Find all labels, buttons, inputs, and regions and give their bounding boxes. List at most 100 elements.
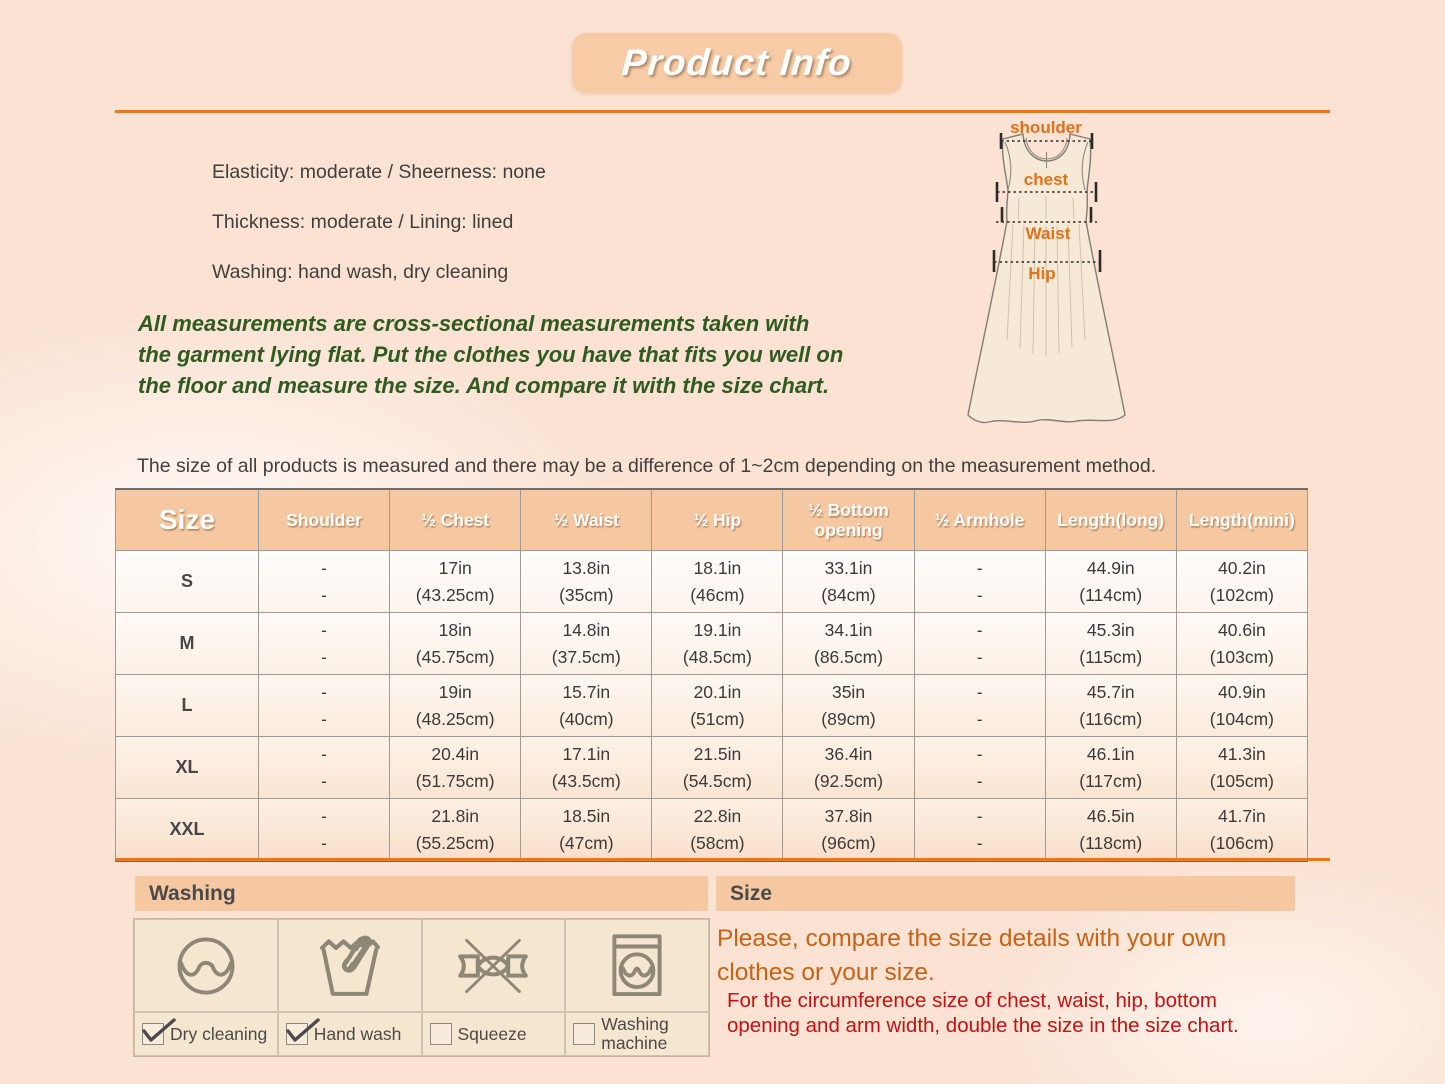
dry-cleaning-checkbox[interactable] bbox=[142, 1018, 176, 1045]
measurement-cell: 20.1in (51cm) bbox=[651, 674, 784, 737]
value-cm: (58cm) bbox=[690, 832, 745, 853]
size-label-cell: L bbox=[114, 674, 260, 737]
dry-cleaning-label: Dry cleaning bbox=[170, 1023, 268, 1044]
value-cm: (37.5cm) bbox=[551, 646, 621, 667]
value-cm: (55.25cm) bbox=[415, 832, 495, 853]
measurement-cell: 33.1in (84cm) bbox=[782, 550, 915, 613]
value-cm: (48.5cm) bbox=[682, 646, 752, 667]
value-cm: (105cm) bbox=[1209, 770, 1274, 791]
value-cm: (106cm) bbox=[1209, 832, 1274, 853]
value-inches: 40.6in bbox=[1218, 619, 1266, 640]
measurement-cell: 15.7in (40cm) bbox=[520, 674, 653, 737]
measurement-cell: 40.9in (104cm) bbox=[1175, 674, 1309, 737]
dry-cleaning-icon-cell bbox=[134, 919, 278, 1012]
value-inches: 18.1in bbox=[693, 557, 742, 578]
measurement-cell: 41.7in (106cm) bbox=[1175, 798, 1309, 862]
value-inches: 20.4in bbox=[431, 743, 480, 764]
measurement-cell: -- bbox=[258, 736, 391, 799]
hand-wash-option: Hand wash bbox=[277, 1012, 422, 1056]
value-inches: 18.5in bbox=[562, 805, 611, 826]
squeeze-checkbox[interactable] bbox=[429, 1023, 452, 1045]
value-cm: (118cm) bbox=[1079, 832, 1143, 853]
measurement-cell: -- bbox=[258, 612, 391, 675]
value-cm: (89cm) bbox=[821, 708, 876, 729]
value-cm: - bbox=[976, 832, 983, 853]
measurement-instruction: All measurements are cross-sectional mea… bbox=[138, 311, 844, 398]
value-inches: - bbox=[321, 743, 327, 764]
value-inches: 41.7in bbox=[1218, 805, 1266, 826]
waist-measure-line bbox=[996, 207, 1097, 223]
size-label-cell: XL bbox=[114, 736, 260, 799]
column-header-waist: ½ Waist bbox=[520, 488, 653, 551]
column-header-shoulder: Shoulder bbox=[258, 488, 391, 551]
measurement-cell: 13.8in (35cm) bbox=[520, 550, 653, 613]
value-cm: (114cm) bbox=[1079, 584, 1143, 605]
tolerance-note: The size of all products is measured and… bbox=[137, 455, 1157, 477]
fabric-properties: Elasticity: moderate / Sheerness: none T… bbox=[212, 162, 546, 312]
value-inches: 45.3in bbox=[1086, 619, 1135, 640]
shoulder-measure-line bbox=[999, 133, 1094, 149]
value-cm: - bbox=[321, 708, 327, 729]
hand-wash-checkbox[interactable] bbox=[285, 1018, 320, 1045]
value-inches: 35in bbox=[831, 681, 866, 702]
value-inches: 14.8in bbox=[562, 619, 611, 640]
measurement-cell: 21.5in (54.5cm) bbox=[651, 736, 784, 799]
table-header-row: Size Shoulder ½ Chest ½ Waist ½ Hip ½ Bo… bbox=[114, 488, 1309, 551]
value-inches: 40.2in bbox=[1218, 557, 1266, 578]
right-armhole-seam bbox=[1081, 141, 1089, 191]
table-row: M - -18in (45.75cm) 14.8in (37.5cm) 19.1in (48.… bbox=[114, 612, 1309, 675]
shoulder-label: shoulder bbox=[1010, 118, 1082, 137]
size-section-header: Size bbox=[716, 876, 1295, 911]
measurement-cell: 19in (48.25cm) bbox=[389, 674, 522, 737]
value-cm: (92.5cm) bbox=[814, 770, 884, 791]
value-cm: (86.5cm) bbox=[814, 646, 884, 667]
measurement-cell: -- bbox=[913, 550, 1046, 613]
size-label-cell: XXL bbox=[114, 798, 260, 862]
table-row: XXL - -21.8in (55.25cm) 18.5in (47cm) 22.8in (5… bbox=[114, 798, 1309, 862]
dress-measurement-diagram: shoulder chest Waist Hip bbox=[945, 112, 1195, 442]
measurement-cell: 46.1in (117cm) bbox=[1044, 736, 1177, 799]
value-cm: (48.25cm) bbox=[415, 708, 495, 729]
measurement-cell: 18.1in (46cm) bbox=[651, 550, 784, 613]
value-inches: 19in bbox=[438, 681, 472, 702]
measurement-cell: 37.8in (96cm) bbox=[782, 798, 915, 862]
value-inches: 17.1in bbox=[562, 743, 611, 764]
dress-illustration: shoulder chest Waist Hip bbox=[967, 118, 1126, 424]
column-header-length-long: Length(long) bbox=[1044, 488, 1177, 551]
measurement-cell: 40.2in (102cm) bbox=[1175, 550, 1309, 613]
value-cm: (116cm) bbox=[1079, 708, 1143, 729]
value-cm: (103cm) bbox=[1209, 646, 1274, 667]
page-title-banner: Product Info bbox=[572, 33, 902, 93]
measurement-cell: -- bbox=[258, 550, 391, 613]
value-cm: (104cm) bbox=[1209, 708, 1274, 729]
washing-section-header: Washing bbox=[135, 876, 708, 911]
table-row: S - -17in (43.25cm) 13.8in (35cm) 18.1in (46cm)… bbox=[114, 550, 1309, 613]
measurement-cell: 44.9in (114cm) bbox=[1044, 550, 1177, 613]
squeeze-option: Squeeze bbox=[421, 1012, 566, 1056]
size-section-title: Size bbox=[730, 881, 773, 905]
value-cm: (43.5cm) bbox=[551, 770, 621, 791]
measurement-cell: -- bbox=[258, 674, 391, 737]
value-cm: - bbox=[976, 646, 983, 667]
value-inches: 41.3in bbox=[1218, 743, 1266, 764]
measurement-cell: 17in (43.25cm) bbox=[389, 550, 522, 613]
value-inches: 45.7in bbox=[1086, 681, 1135, 702]
value-inches: - bbox=[321, 557, 327, 578]
measurement-cell: -- bbox=[913, 798, 1046, 862]
size-label-cell: S bbox=[114, 550, 260, 613]
value-cm: - bbox=[321, 770, 327, 791]
washing-machine-checkbox[interactable] bbox=[573, 1023, 596, 1045]
value-cm: (46cm) bbox=[690, 584, 745, 605]
value-inches: 20.1in bbox=[693, 681, 742, 702]
measurement-cell: 36.4in (92.5cm) bbox=[782, 736, 915, 799]
column-header-chest: ½ Chest bbox=[389, 488, 522, 551]
size-advice-primary: Please, compare the size details with yo… bbox=[717, 925, 1227, 986]
value-inches: 13.8in bbox=[562, 557, 611, 578]
value-cm: (115cm) bbox=[1079, 646, 1143, 667]
value-cm: (102cm) bbox=[1209, 584, 1274, 605]
washing-care-grid: Dry cleaning Hand wash Squeeze Washing m… bbox=[133, 918, 710, 1057]
hip-label: Hip bbox=[1028, 264, 1055, 283]
value-inches: - bbox=[976, 681, 983, 702]
property-elasticity: Elasticity: moderate / Sheerness: none bbox=[212, 161, 546, 183]
measurement-cell: 14.8in (37.5cm) bbox=[520, 612, 653, 675]
